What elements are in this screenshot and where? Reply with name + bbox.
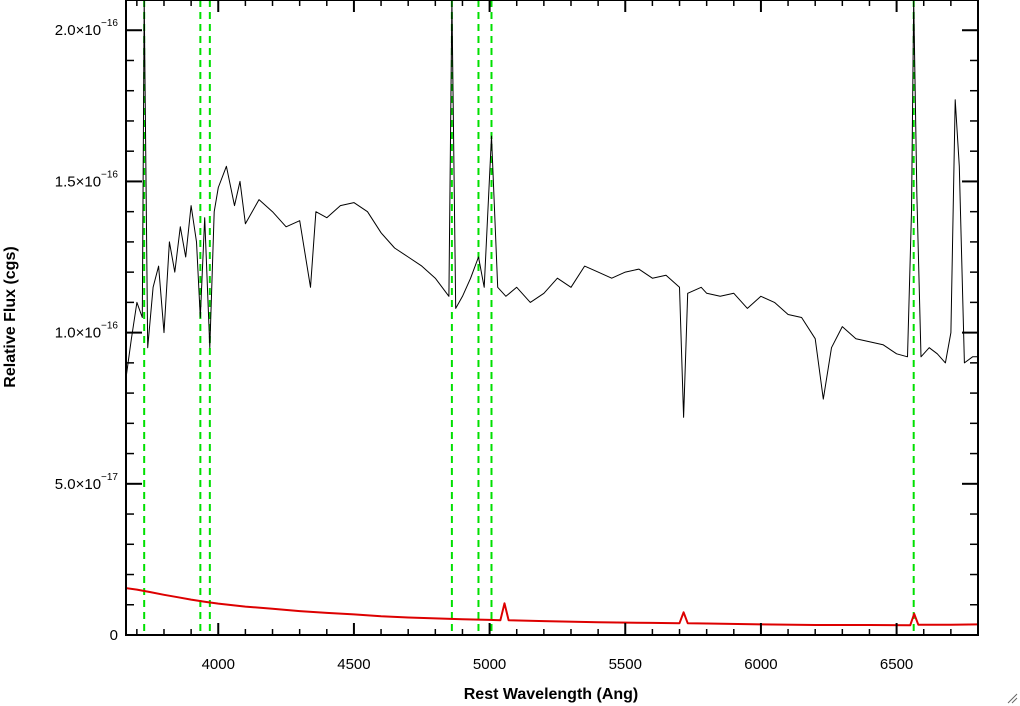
series-group [126,0,978,627]
reference-line-group [143,0,915,635]
x-tick-label: 5500 [609,656,642,673]
x-axis-title: Rest Wavelength (Ang) [464,686,639,703]
y-tick-label-group: 05.0×10−171.0×10−161.5×10−162.0×10−16 [55,18,119,644]
y-tick-label: 0 [110,627,118,644]
y-tick-label: 5.0×10−17 [55,472,119,493]
y-tick-label: 1.5×10−16 [55,169,119,190]
y-tick-mantissa: 1.5×10 [55,173,101,190]
x-tick-label: 5000 [473,656,506,673]
resize-grip-icon[interactable] [1006,692,1018,704]
y-tick-exponent: −16 [101,18,118,29]
x-tick-label: 4500 [337,656,370,673]
y-axis-title: Relative Flux (cgs) [2,246,19,387]
series-line-0 [126,0,978,418]
plot-frame [125,0,979,636]
x-tick-label-group: 4000 4500 5000 5500 6000 6500 [202,656,914,673]
y-tick-label: 1.0×10−16 [55,321,119,342]
tick-mark-group [126,0,979,636]
x-tick-label: 6500 [880,656,913,673]
y-tick-exponent: −17 [101,472,118,483]
x-tick-label: 6000 [744,656,777,673]
series-line-1 [126,587,978,627]
y-tick-label: 2.0×10−16 [55,18,119,39]
y-tick-mantissa: 0 [110,627,118,644]
y-tick-mantissa: 5.0×10 [55,476,101,493]
y-tick-mantissa: 1.0×10 [55,325,101,342]
y-tick-exponent: −16 [101,169,118,180]
y-tick-mantissa: 2.0×10 [55,22,101,39]
x-tick-label: 4000 [202,656,235,673]
y-tick-exponent: −16 [101,321,118,332]
